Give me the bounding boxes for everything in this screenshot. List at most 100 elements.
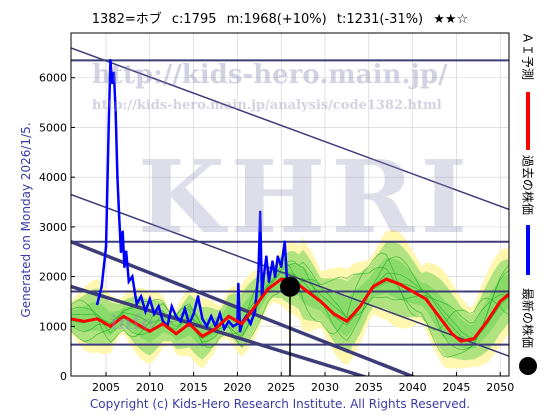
past-price-point bbox=[209, 315, 213, 318]
y-tick-label: 1000 bbox=[39, 320, 67, 333]
x-tick-label: 2030 bbox=[311, 381, 339, 394]
past-price-point bbox=[100, 285, 103, 288]
ai-forecast-point bbox=[485, 320, 489, 323]
x-tick-label: 2010 bbox=[136, 381, 164, 394]
header-title: 1382=ホブ c:1795 m:1968(+10%) t:1231(-31%)… bbox=[0, 8, 560, 27]
trend-line bbox=[71, 193, 509, 357]
past-price-point bbox=[110, 81, 114, 85]
past-price-point bbox=[279, 265, 283, 268]
past-price-point bbox=[114, 111, 117, 114]
past-price-point bbox=[201, 317, 204, 321]
watermark-logo: KHRI bbox=[138, 138, 474, 256]
trend-line bbox=[71, 47, 509, 211]
trend-line bbox=[71, 284, 369, 376]
past-price-point bbox=[257, 270, 260, 273]
ai-forecast-point bbox=[266, 287, 270, 291]
ai-forecast-point bbox=[174, 332, 178, 335]
watermark-url: http://kids-hero.main.jp/ bbox=[92, 60, 448, 90]
past-price-point bbox=[183, 307, 187, 311]
legend-latest-swatch bbox=[519, 357, 537, 375]
watermark-analysis-url: http://kids-hero.main.jp/analysis/code13… bbox=[92, 98, 442, 113]
y-tick-label: 2000 bbox=[39, 271, 67, 284]
ai-forecast-point bbox=[96, 317, 99, 321]
band-path bbox=[71, 256, 509, 350]
ai-forecast-point bbox=[240, 322, 244, 326]
past-price-point bbox=[139, 295, 143, 298]
x-tick-label: 2020 bbox=[223, 381, 251, 394]
latest-price-marker bbox=[280, 276, 300, 297]
ai-forecast-point bbox=[148, 330, 152, 333]
ai-forecast-point bbox=[450, 332, 454, 335]
past-price-point bbox=[116, 175, 119, 179]
x-tick-label: 2015 bbox=[180, 381, 208, 394]
ai-forecast-point bbox=[135, 322, 138, 326]
band-path bbox=[71, 271, 509, 342]
ai-forecast-point bbox=[82, 320, 86, 323]
past-price-point bbox=[124, 250, 128, 254]
past-price-point bbox=[196, 295, 200, 298]
past-price-point bbox=[157, 305, 160, 308]
ai-forecast-point bbox=[472, 337, 476, 340]
trend-lines bbox=[71, 47, 509, 376]
past-price-point bbox=[271, 260, 274, 263]
ai-forecast-point bbox=[109, 325, 112, 328]
ai-forecast-point bbox=[424, 297, 427, 301]
x-tick-label: 2045 bbox=[442, 381, 470, 394]
ai-forecast-point bbox=[411, 290, 414, 293]
mid-target: m:1968(+10%) bbox=[226, 12, 327, 27]
past-price-point bbox=[112, 71, 116, 75]
y-tick-label: 4000 bbox=[39, 171, 67, 184]
past-price-point bbox=[262, 275, 266, 278]
y-tick-label: 6000 bbox=[39, 72, 67, 85]
past-price-point bbox=[121, 230, 124, 234]
past-price-point bbox=[237, 282, 240, 286]
watermark-info: info bbox=[110, 310, 155, 334]
past-price-point bbox=[144, 310, 147, 313]
past-price-point bbox=[218, 312, 222, 316]
past-price-point bbox=[117, 215, 121, 219]
past-price-point bbox=[227, 320, 230, 323]
past-price-point bbox=[179, 320, 182, 323]
past-price-point bbox=[131, 275, 134, 278]
ai-forecast-point bbox=[499, 300, 502, 303]
copyright: Copyright (c) Kids-Hero Research Institu… bbox=[89, 397, 471, 411]
ai-forecast-point bbox=[332, 312, 335, 316]
past-price-point bbox=[123, 265, 126, 268]
y-tick-label: 3000 bbox=[39, 221, 67, 234]
past-price-point bbox=[258, 210, 262, 214]
past-price-point bbox=[265, 255, 268, 258]
past-price-point bbox=[276, 255, 280, 258]
past-price-point bbox=[109, 59, 112, 62]
ai-forecast-point bbox=[214, 327, 217, 330]
past-price-point bbox=[231, 324, 235, 328]
axes: 2005 2010 2015 2020 2025 2030 2035 2040 2045 2050… bbox=[39, 32, 514, 394]
past-price-point bbox=[249, 322, 252, 326]
past-price-point bbox=[205, 324, 209, 328]
legend-past-swatch bbox=[526, 225, 530, 275]
y-tick-label: 5000 bbox=[39, 121, 67, 134]
low-target: t:1231(-31%) bbox=[336, 12, 424, 27]
band-inner bbox=[71, 257, 509, 350]
legend-ai-label: ＡＩ予測 bbox=[520, 31, 535, 81]
plot-frame bbox=[70, 32, 510, 377]
x-tick-label: 2025 bbox=[267, 381, 295, 394]
past-price-point bbox=[273, 275, 277, 278]
past-price-point bbox=[135, 302, 138, 306]
x-tick-label: 2035 bbox=[355, 381, 383, 394]
past-price-point bbox=[107, 126, 110, 129]
ai-forecast-point bbox=[280, 277, 283, 281]
x-tick-label: 2040 bbox=[399, 381, 427, 394]
past-price-point bbox=[253, 310, 257, 313]
ai-forecast-point bbox=[358, 305, 362, 308]
current-price: c:1795 bbox=[171, 12, 217, 27]
past-price-point bbox=[170, 305, 174, 308]
past-price-point bbox=[152, 312, 156, 316]
band-path bbox=[71, 275, 509, 338]
series bbox=[71, 59, 509, 376]
x-tick-label: 2050 bbox=[486, 381, 514, 394]
ai-forecast-point bbox=[398, 282, 401, 286]
past-price-point bbox=[119, 250, 123, 254]
past-price-point bbox=[267, 280, 271, 283]
x-tick-label: 2005 bbox=[92, 381, 120, 394]
